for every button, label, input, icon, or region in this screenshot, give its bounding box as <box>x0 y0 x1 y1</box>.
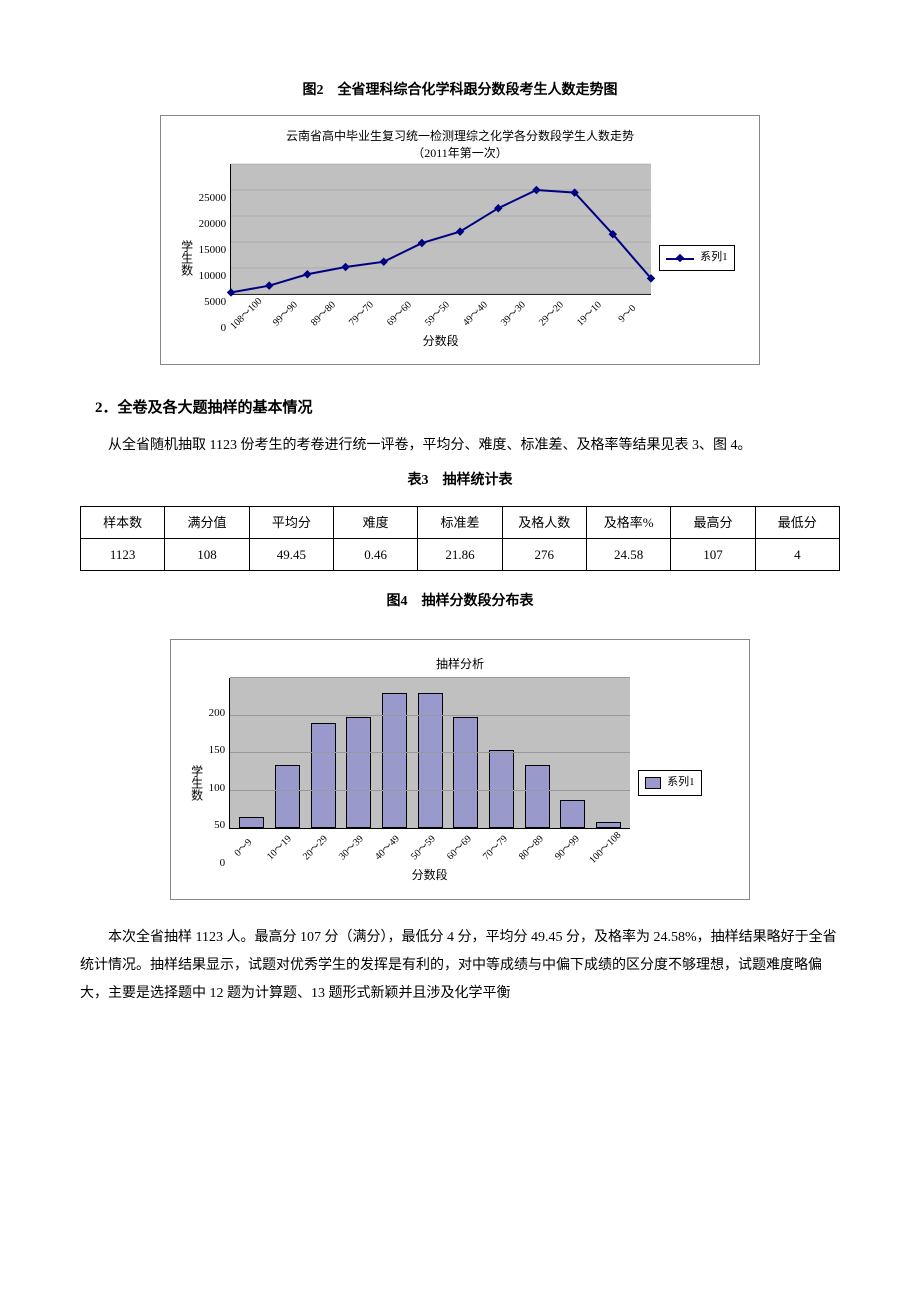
xtick-label: 30～39 <box>332 829 370 867</box>
bar <box>453 717 478 828</box>
fig2-title-line1: 云南省高中毕业生复习统一检测理综之化学各分数段学生人数走势 <box>286 129 634 143</box>
xtick-label: 89～80 <box>304 294 344 334</box>
table3-cell: 108 <box>165 538 249 570</box>
bar-slot <box>519 678 555 828</box>
fig2-caption: 图2 全省理科综合化学科跟分数段考生人数走势图 <box>80 78 840 103</box>
xtick-label: 80～89 <box>512 829 550 867</box>
table3-cell: 0.46 <box>333 538 417 570</box>
xtick-label: 70～79 <box>476 829 514 867</box>
fig4-plot <box>229 678 630 829</box>
xtick-label: 10～19 <box>260 829 298 867</box>
table3-col: 最低分 <box>755 506 839 538</box>
xtick-label: 40～49 <box>368 829 406 867</box>
xtick-label: 90～99 <box>548 829 586 867</box>
table3-cell: 107 <box>671 538 755 570</box>
fig2-legend: 系列1 <box>659 245 735 271</box>
bar-slot <box>484 678 520 828</box>
xtick-label: 99～90 <box>266 294 306 334</box>
section2-paragraph: 从全省随机抽取 1123 份考生的考卷进行统一评卷，平均分、难度、标准差、及格率… <box>80 432 840 460</box>
section2-heading: 2．全卷及各大题抽样的基本情况 <box>80 395 840 422</box>
bar-slot <box>305 678 341 828</box>
closing-paragraph: 本次全省抽样 1123 人。最高分 107 分（满分），最低分 4 分，平均分 … <box>80 924 840 1008</box>
table3-col: 样本数 <box>81 506 165 538</box>
bar <box>418 693 443 828</box>
bar <box>382 693 407 828</box>
line-marker-icon <box>666 254 694 262</box>
bar <box>525 765 550 829</box>
fig2-xlabel: 分数段 <box>423 331 459 353</box>
xtick-label: 108～100 <box>226 294 267 335</box>
table3-col: 平均分 <box>249 506 333 538</box>
fig2-xticks: 108～10099～9089～8079～7069～6059～5049～4039～… <box>231 301 651 319</box>
table-row: 112310849.450.4621.8627624.581074 <box>81 538 840 570</box>
table3-cell: 21.86 <box>418 538 502 570</box>
table3-col: 满分值 <box>165 506 249 538</box>
bar <box>311 723 336 828</box>
table3-cell: 24.58 <box>586 538 670 570</box>
table3: 样本数满分值平均分难度标准差及格人数及格率%最高分最低分 112310849.4… <box>80 506 840 572</box>
fig4-caption: 图4 抽样分数段分布表 <box>80 589 840 614</box>
table3-col: 最高分 <box>671 506 755 538</box>
xtick-label: 69～60 <box>380 294 420 334</box>
table3-cell: 4 <box>755 538 839 570</box>
fig2-plot <box>230 164 651 295</box>
xtick-label: 29～20 <box>532 294 572 334</box>
fig2-chart: 云南省高中毕业生复习统一检测理综之化学各分数段学生人数走势 （2011年第一次）… <box>160 115 760 365</box>
xtick-label: 9～0 <box>608 294 648 334</box>
table3-col: 及格率% <box>586 506 670 538</box>
fig2-title: 云南省高中毕业生复习统一检测理综之化学各分数段学生人数走势 （2011年第一次） <box>169 124 751 164</box>
bar-swatch-icon <box>645 777 661 789</box>
xtick-label: 59～50 <box>418 294 458 334</box>
bar-slot <box>448 678 484 828</box>
fig4-yticks: 200150100500 <box>209 708 230 858</box>
bar-slot <box>234 678 270 828</box>
fig2-ylabel: 学生数 <box>169 240 199 276</box>
xtick-label: 79～70 <box>342 294 382 334</box>
bar <box>596 822 621 828</box>
table3-col: 及格人数 <box>502 506 586 538</box>
fig4-ylabel: 学生数 <box>179 765 209 801</box>
table3-cell: 276 <box>502 538 586 570</box>
bar-slot <box>377 678 413 828</box>
xtick-label: 20～29 <box>296 829 334 867</box>
xtick-label: 19～10 <box>570 294 610 334</box>
fig4-xlabel: 分数段 <box>412 865 448 887</box>
fig2-title-line2: （2011年第一次） <box>412 146 508 160</box>
table3-cell: 1123 <box>81 538 165 570</box>
xtick-label: 39～30 <box>494 294 534 334</box>
bar-slot <box>555 678 591 828</box>
xtick-label: 100～108 <box>585 828 626 869</box>
bar-slot <box>412 678 448 828</box>
xtick-label: 49～40 <box>456 294 496 334</box>
bar-slot <box>341 678 377 828</box>
table3-col: 难度 <box>333 506 417 538</box>
bar <box>239 817 264 828</box>
fig4-chart: 抽样分析 学生数 200150100500 0～910～1920～2930～39… <box>170 639 750 900</box>
bar <box>346 717 371 828</box>
fig4-legend-label: 系列1 <box>667 773 695 793</box>
fig2-legend-label: 系列1 <box>700 248 728 268</box>
fig4-title: 抽样分析 <box>179 648 741 679</box>
bar-slot <box>591 678 627 828</box>
table3-cell: 49.45 <box>249 538 333 570</box>
xtick-label: 60～69 <box>440 829 478 867</box>
fig4-xticks: 0～910～1920～2930～3940～4950～5960～6970～7980… <box>230 835 630 853</box>
table3-col: 标准差 <box>418 506 502 538</box>
table3-caption: 表3 抽样统计表 <box>80 468 840 493</box>
bar <box>275 765 300 829</box>
bar-slot <box>270 678 306 828</box>
xtick-label: 50～59 <box>404 829 442 867</box>
fig2-yticks: 2500020000150001000050000 <box>199 193 231 323</box>
fig4-legend: 系列1 <box>638 770 702 796</box>
xtick-label: 0～9 <box>224 829 262 867</box>
bar <box>560 800 585 829</box>
